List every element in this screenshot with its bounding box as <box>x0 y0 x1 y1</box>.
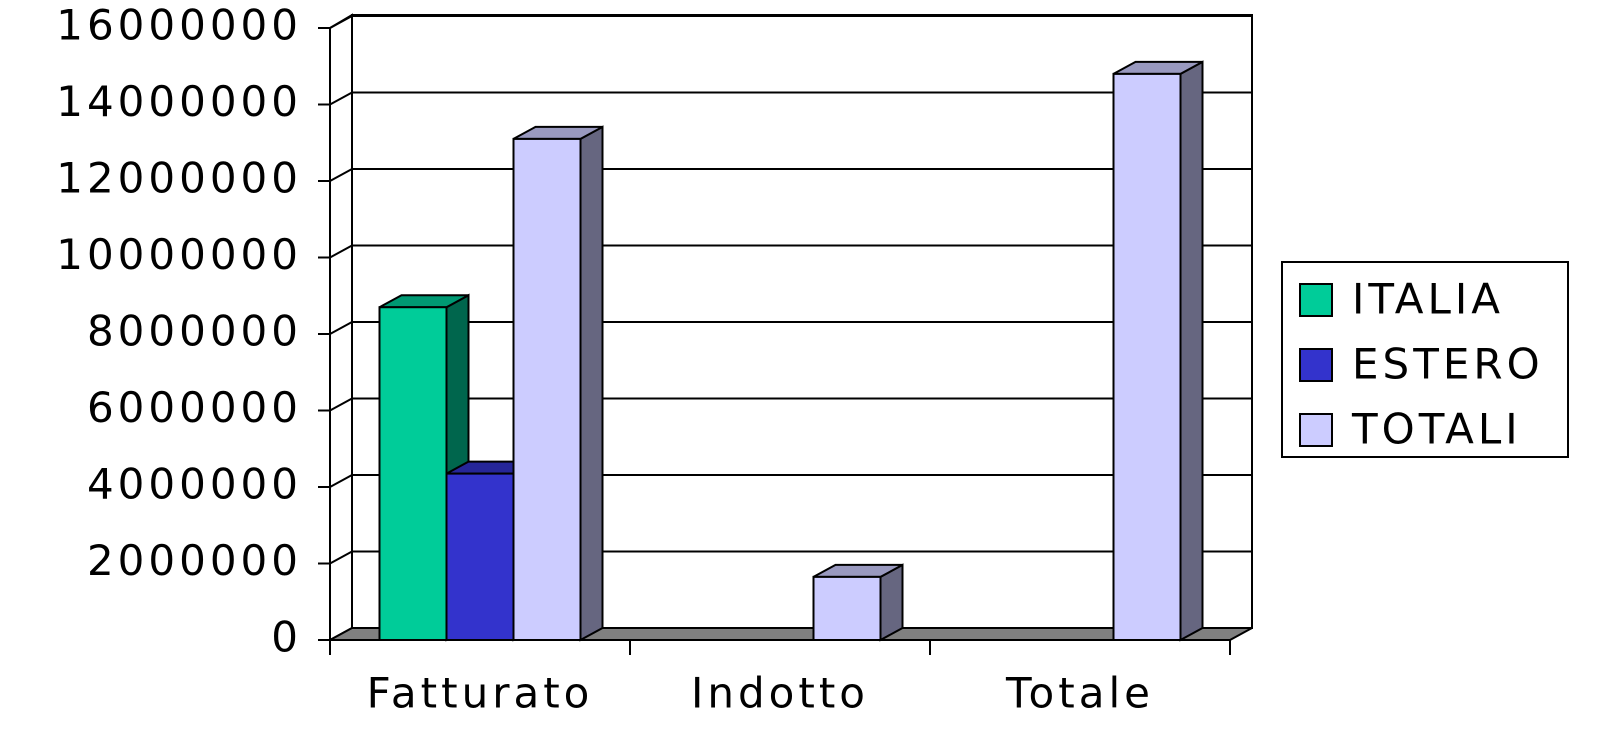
legend-label: ITALIA <box>1352 275 1504 324</box>
y-tick-label: 0 <box>271 613 302 662</box>
bar-front <box>1112 72 1182 641</box>
bar <box>1112 60 1204 642</box>
bar <box>812 563 904 642</box>
bar-front <box>445 472 515 641</box>
legend-swatch <box>1299 413 1333 447</box>
bar-side <box>579 125 604 642</box>
bar-front <box>378 306 448 641</box>
y-tick-label: 2000000 <box>87 536 302 585</box>
x-tick-label: Fatturato <box>367 669 594 718</box>
x-tick-label: Totale <box>1005 669 1154 718</box>
grid-line <box>329 168 1252 182</box>
grid-line <box>329 91 1252 106</box>
bar-side <box>1179 60 1204 642</box>
x-tick-label: Indotto <box>691 669 869 718</box>
bar <box>512 125 604 642</box>
bar-front <box>812 575 882 642</box>
grid-line <box>329 321 1252 335</box>
x-axis-ticks <box>629 640 1231 655</box>
grid-line <box>329 550 1252 565</box>
y-tick-label: 14000000 <box>56 77 302 126</box>
y-tick-label: 10000000 <box>56 230 302 279</box>
legend-swatch <box>1299 348 1333 382</box>
grid-line <box>329 244 1252 259</box>
legend-label: ESTERO <box>1352 340 1544 389</box>
y-tick-label: 8000000 <box>87 307 302 356</box>
y-tick-label: 12000000 <box>56 154 302 203</box>
grid-line <box>329 397 1252 412</box>
grid-line <box>329 15 1252 29</box>
y-tick-label: 16000000 <box>56 1 302 50</box>
bar-front <box>512 137 582 642</box>
grid-line <box>329 474 1252 488</box>
y-tick-label: 6000000 <box>87 383 302 432</box>
y-tick-label: 4000000 <box>87 460 302 509</box>
legend-label: TOTALI <box>1351 405 1522 454</box>
legend-swatch <box>1299 283 1333 317</box>
